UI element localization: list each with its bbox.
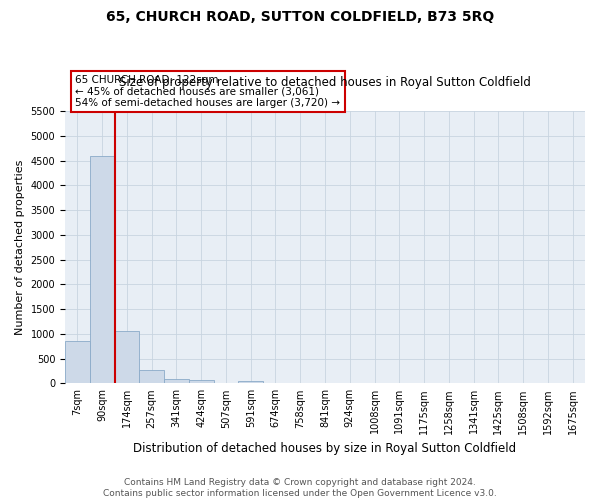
X-axis label: Distribution of detached houses by size in Royal Sutton Coldfield: Distribution of detached houses by size …	[133, 442, 517, 455]
Bar	[115, 332, 139, 384]
Y-axis label: Number of detached properties: Number of detached properties	[15, 160, 25, 335]
Title: Size of property relative to detached houses in Royal Sutton Coldfield: Size of property relative to detached ho…	[119, 76, 531, 89]
Bar	[189, 380, 214, 384]
Text: Contains HM Land Registry data © Crown copyright and database right 2024.
Contai: Contains HM Land Registry data © Crown c…	[103, 478, 497, 498]
Bar	[164, 378, 189, 384]
Text: 65 CHURCH ROAD: 122sqm
← 45% of detached houses are smaller (3,061)
54% of semi-: 65 CHURCH ROAD: 122sqm ← 45% of detached…	[76, 75, 340, 108]
Bar	[90, 156, 115, 384]
Bar	[65, 341, 90, 384]
Bar	[238, 380, 263, 384]
Bar	[139, 370, 164, 384]
Text: 65, CHURCH ROAD, SUTTON COLDFIELD, B73 5RQ: 65, CHURCH ROAD, SUTTON COLDFIELD, B73 5…	[106, 10, 494, 24]
